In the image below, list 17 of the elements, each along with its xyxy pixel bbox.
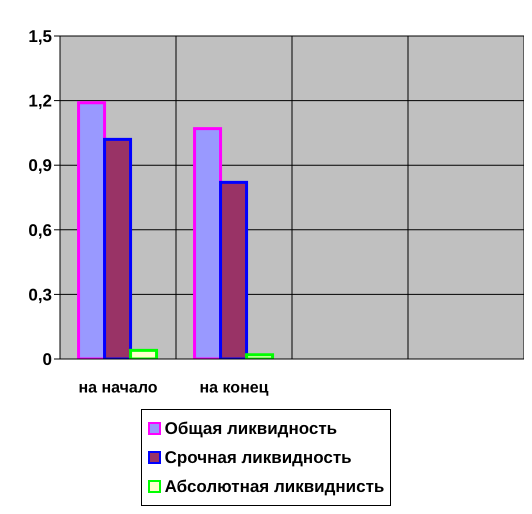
y-tick-label: 0,9 — [28, 156, 52, 176]
bar — [103, 138, 132, 359]
bar — [245, 353, 274, 359]
bar — [77, 101, 106, 359]
y-tick-label: 1,2 — [28, 92, 52, 111]
legend-label: Срочная ликвидность — [164, 448, 352, 468]
legend-label: Абсолютная ликвиднисть — [164, 476, 384, 496]
x-tick-label: на начало — [78, 379, 158, 396]
bar — [193, 127, 222, 359]
y-tick-label: 0,3 — [28, 285, 52, 304]
x-tick-label: на конец — [200, 379, 269, 396]
bar — [129, 348, 158, 359]
y-tick-label: 1,5 — [28, 27, 52, 46]
y-tick-label: 0 — [42, 350, 52, 370]
bar — [219, 180, 248, 359]
y-tick-label: 0,6 — [28, 220, 52, 240]
legend-label: Общая ликвидность — [164, 418, 338, 438]
